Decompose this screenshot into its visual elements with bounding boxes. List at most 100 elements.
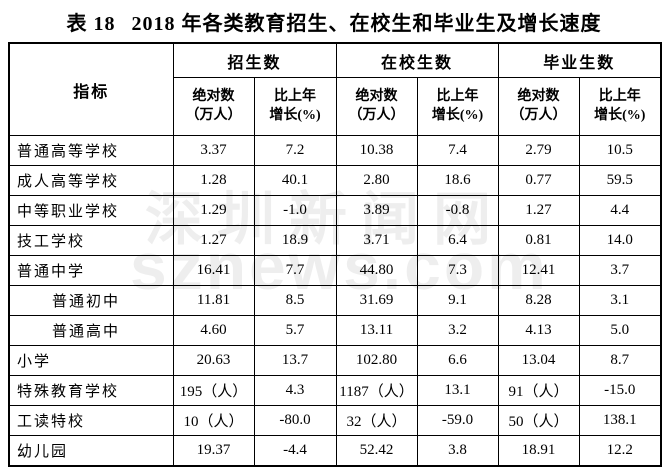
group-header-graduates: 毕业生数 <box>497 42 662 78</box>
subheader-absolute-line1: 绝对数 <box>192 88 235 104</box>
page-title: 表 18 2018 年各类教育招生、在校生和毕业生及增长速度 <box>0 7 668 36</box>
table-row: 成人高等学校 1.28 40.1 2.80 18.6 0.77 59.5 <box>8 165 662 196</box>
value-cell: 0.81 <box>497 225 580 256</box>
value-cell: 4.13 <box>497 315 580 346</box>
value-cell: 4.4 <box>578 195 662 226</box>
row-label: 普通初中 <box>8 285 174 316</box>
value-cell: 3.7 <box>578 255 662 286</box>
value-cell: 12.2 <box>578 435 662 466</box>
subheader-absolute-line2: （万人） <box>348 107 405 123</box>
table-title-text: 2018 年各类教育招生、在校生和毕业生及增长速度 <box>131 13 602 35</box>
row-label: 幼儿园 <box>8 435 174 466</box>
row-label: 普通高中 <box>8 315 174 346</box>
table-row: 普通高等学校 3.37 7.2 10.38 7.4 2.79 10.5 <box>8 135 662 166</box>
value-cell: 20.63 <box>172 345 255 376</box>
subheader-growth-cell: 比上年 增长(%) <box>416 77 499 136</box>
subheader-absolute-cell: 绝对数 （万人） <box>172 77 255 136</box>
value-cell: 50（人） <box>497 405 580 436</box>
value-cell: 52.42 <box>335 435 418 466</box>
value-cell: 3.2 <box>416 315 499 346</box>
subheader-growth-line1: 比上年 <box>598 88 641 104</box>
value-cell: 6.6 <box>416 345 499 376</box>
table-row: 中等职业学校 1.29 -1.0 3.89 -0.8 1.27 4.4 <box>8 195 662 226</box>
subheader-absolute-line1: 绝对数 <box>517 88 560 104</box>
value-cell: 1.27 <box>497 195 580 226</box>
value-cell: 18.6 <box>416 165 499 196</box>
value-cell: 3.89 <box>335 195 418 226</box>
row-label: 技工学校 <box>8 225 174 256</box>
table-row: 小学 20.63 13.7 102.80 6.6 13.04 8.7 <box>8 345 662 376</box>
value-cell: 195（人） <box>172 375 255 406</box>
value-cell: 4.60 <box>172 315 255 346</box>
table-row: 特殊教育学校 195（人） 4.3 1187（人） 13.1 91（人） -15… <box>8 375 662 406</box>
value-cell: 14.0 <box>578 225 662 256</box>
value-cell: 5.7 <box>253 315 337 346</box>
row-label: 普通中学 <box>8 255 174 286</box>
value-cell: 3.1 <box>578 285 662 316</box>
stats-table: 指标 招生数 在校生数 毕业生数 绝对数 （万人） 比上年 增长(%) 绝对数 … <box>8 42 663 467</box>
value-cell: 31.69 <box>335 285 418 316</box>
value-cell: 1.28 <box>172 165 255 196</box>
table-row: 幼儿园 19.37 -4.4 52.42 3.8 18.91 12.2 <box>8 435 662 466</box>
value-cell: 1.29 <box>172 195 255 226</box>
subheader-absolute-line1: 绝对数 <box>355 88 398 104</box>
row-label: 普通高等学校 <box>8 135 174 166</box>
value-cell: 138.1 <box>578 405 662 436</box>
header-group-row: 指标 招生数 在校生数 毕业生数 <box>8 42 662 136</box>
subheader-growth-line1: 比上年 <box>436 88 479 104</box>
table-row: 普通中学 16.41 7.7 44.80 7.3 12.41 3.7 <box>8 255 662 286</box>
value-cell: 102.80 <box>335 345 418 376</box>
value-cell: -80.0 <box>253 405 337 436</box>
value-cell: 10.38 <box>335 135 418 166</box>
value-cell: 19.37 <box>172 435 255 466</box>
value-cell: 1.27 <box>172 225 255 256</box>
subheader-growth-cell: 比上年 增长(%) <box>253 77 337 136</box>
value-cell: 7.3 <box>416 255 499 286</box>
value-cell: 9.1 <box>416 285 499 316</box>
value-cell: 3.37 <box>172 135 255 166</box>
value-cell: 16.41 <box>172 255 255 286</box>
value-cell: 40.1 <box>253 165 337 196</box>
value-cell: 7.7 <box>253 255 337 286</box>
table-row: 技工学校 1.27 18.9 3.71 6.4 0.81 14.0 <box>8 225 662 256</box>
subheader-growth-line2: 增长(%) <box>269 107 321 123</box>
value-cell: 18.91 <box>497 435 580 466</box>
value-cell: 91（人） <box>497 375 580 406</box>
value-cell: -1.0 <box>253 195 337 226</box>
group-header-enrolled-students: 在校生数 <box>335 42 499 78</box>
value-cell: -0.8 <box>416 195 499 226</box>
value-cell: 10.5 <box>578 135 662 166</box>
group-header-new-enrollment: 招生数 <box>172 42 337 78</box>
header-sub-row: 绝对数 （万人） 比上年 增长(%) 绝对数 （万人） 比上年 增长(%) 绝对… <box>9 77 662 136</box>
subheader-absolute-cell: 绝对数 （万人） <box>335 77 418 136</box>
value-cell: 7.2 <box>253 135 337 166</box>
value-cell: 8.28 <box>497 285 580 316</box>
table-row: 普通初中 11.81 8.5 31.69 9.1 8.28 3.1 <box>8 285 662 316</box>
subheader-growth-line2: 增长(%) <box>594 107 646 123</box>
value-cell: 13.04 <box>497 345 580 376</box>
subheader-absolute-line2: （万人） <box>510 107 567 123</box>
value-cell: 7.4 <box>416 135 499 166</box>
subheader-growth-line1: 比上年 <box>274 88 316 104</box>
table-row: 工读特校 10（人） -80.0 32（人） -59.0 50（人） 138.1 <box>8 405 662 436</box>
value-cell: -15.0 <box>578 375 662 406</box>
row-label: 中等职业学校 <box>8 195 174 226</box>
value-cell: -59.0 <box>416 405 499 436</box>
value-cell: 13.1 <box>416 375 499 406</box>
value-cell: 13.11 <box>335 315 418 346</box>
table-row: 普通高中 4.60 5.7 13.11 3.2 4.13 5.0 <box>8 315 662 346</box>
row-label: 小学 <box>8 345 174 376</box>
value-cell: 3.8 <box>416 435 499 466</box>
value-cell: 3.71 <box>335 225 418 256</box>
value-cell: 18.9 <box>253 225 337 256</box>
value-cell: 2.79 <box>497 135 580 166</box>
value-cell: 44.80 <box>335 255 418 286</box>
subheader-absolute-cell: 绝对数 （万人） <box>497 77 580 136</box>
row-label: 成人高等学校 <box>8 165 174 196</box>
value-cell: 12.41 <box>497 255 580 286</box>
subheader-growth-line2: 增长(%) <box>431 107 484 123</box>
row-label: 工读特校 <box>8 405 174 436</box>
value-cell: 59.5 <box>578 165 662 196</box>
subheader-growth-cell: 比上年 增长(%) <box>578 77 662 136</box>
corner-header-cell: 指标 <box>8 42 174 136</box>
